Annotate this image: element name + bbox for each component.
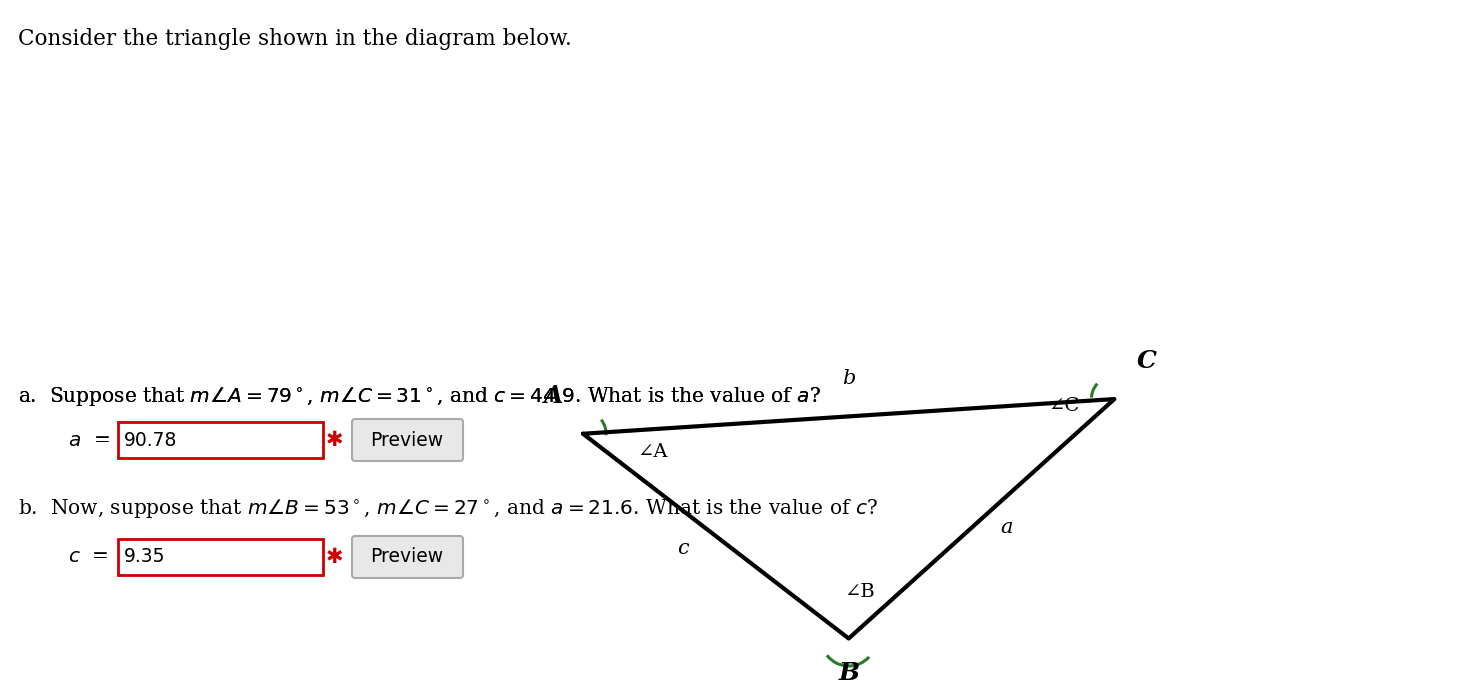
Text: b: b [841, 369, 856, 388]
Text: 9.35: 9.35 [124, 548, 165, 566]
FancyBboxPatch shape [351, 536, 463, 578]
Text: $c$  =: $c$ = [68, 548, 109, 566]
Text: a.  Suppose that $m\angle A = 79^\circ$, $m\angle C = 31^\circ$, and $c = 44.9$.: a. Suppose that $m\angle A = 79^\circ$, … [18, 385, 821, 408]
FancyBboxPatch shape [118, 422, 323, 458]
Text: b.  Now, suppose that $m\angle B = 53^\circ$, $m\angle C = 27^\circ$, and $a = 2: b. Now, suppose that $m\angle B = 53^\ci… [18, 497, 878, 520]
FancyBboxPatch shape [118, 539, 323, 575]
Text: a: a [1001, 518, 1013, 537]
Text: A: A [543, 384, 564, 407]
Text: ∠B: ∠B [844, 583, 875, 601]
Text: Consider the triangle shown in the diagram below.: Consider the triangle shown in the diagr… [18, 28, 571, 50]
Text: ✱: ✱ [325, 547, 342, 567]
Text: Preview: Preview [370, 548, 444, 566]
FancyBboxPatch shape [351, 419, 463, 461]
Text: c: c [677, 539, 689, 558]
Text: C: C [1137, 349, 1157, 373]
Text: a.  Suppose that $m\angle A = 79^\circ$, $m\angle C = 31^\circ$, and $c = 44.9$.: a. Suppose that $m\angle A = 79^\circ$, … [18, 385, 821, 408]
Text: B: B [838, 661, 859, 685]
Text: ∠A: ∠A [638, 443, 669, 462]
Text: $a$  =: $a$ = [68, 430, 109, 450]
Text: Preview: Preview [370, 430, 444, 450]
Text: ✱: ✱ [325, 430, 342, 450]
Text: 90.78: 90.78 [124, 430, 177, 450]
Text: ∠C: ∠C [1048, 397, 1079, 415]
